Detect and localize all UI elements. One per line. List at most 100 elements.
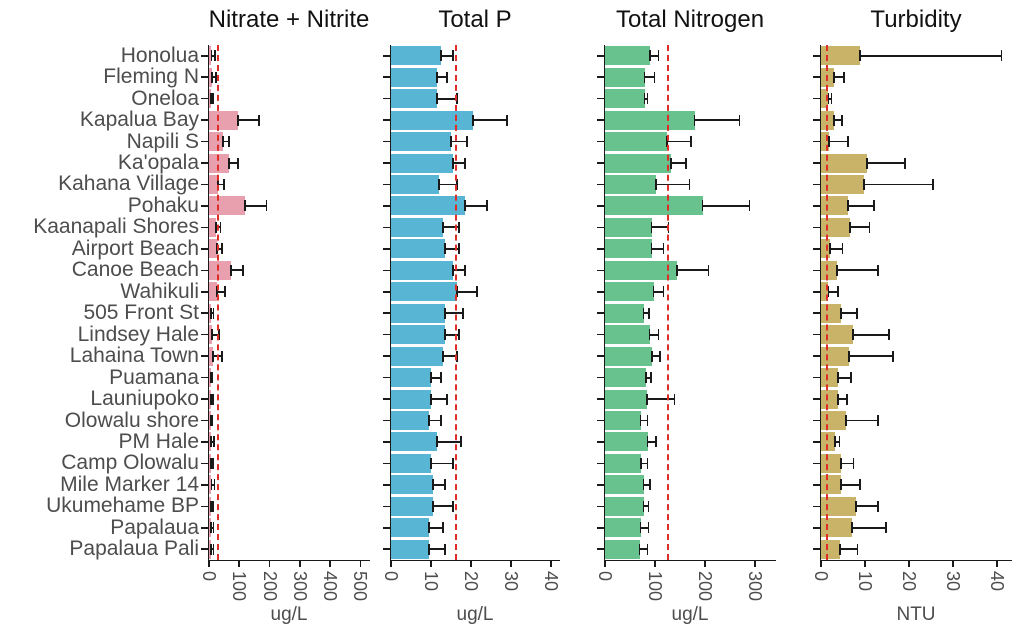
- error-bar-line: [860, 54, 1002, 57]
- y-axis-tick: [383, 505, 390, 508]
- error-bar-cap-upper: [460, 436, 462, 448]
- x-tick-label: 0: [595, 571, 615, 582]
- error-bar-line: [867, 162, 905, 164]
- bar: [605, 132, 667, 152]
- x-axis-tick: [208, 560, 210, 567]
- error-bar-cap-upper: [690, 136, 692, 148]
- error-bar-cap-upper: [466, 136, 468, 148]
- error-bar-cap-upper: [223, 178, 226, 190]
- y-axis-tick: [201, 183, 208, 186]
- y-axis-tick: [597, 226, 604, 229]
- x-axis-tick: [654, 560, 656, 567]
- error-bar-cap-upper: [452, 500, 454, 512]
- site-label: Puamana: [109, 365, 199, 389]
- error-bar-line: [231, 269, 243, 272]
- y-axis-tick: [383, 269, 390, 272]
- error-bar-line: [437, 441, 461, 443]
- bar: [209, 539, 212, 559]
- error-bar-cap-lower: [214, 221, 217, 233]
- y-axis-tick: [383, 376, 390, 379]
- error-bar-cap-lower: [638, 543, 641, 555]
- site-label: Launiupoko: [90, 387, 199, 411]
- bar: [209, 282, 218, 302]
- site-label: Wahikuli: [120, 279, 199, 303]
- y-axis-tick: [813, 226, 820, 229]
- bar: [391, 110, 473, 130]
- error-bar-line: [644, 76, 655, 79]
- error-bar-cap-upper: [211, 93, 214, 105]
- error-bar-line: [671, 162, 686, 164]
- error-bar-line: [656, 183, 690, 186]
- bar: [605, 368, 646, 388]
- site-label: Canoe Beach: [71, 258, 199, 282]
- y-axis-tick: [201, 548, 208, 551]
- x-axis-tick: [952, 560, 954, 567]
- bar: [209, 153, 229, 173]
- error-bar-line: [437, 97, 457, 100]
- y-axis-tick: [383, 462, 390, 465]
- bar: [209, 174, 219, 194]
- error-bar-cap-lower: [211, 71, 213, 83]
- x-tick-label: 10: [855, 571, 876, 592]
- error-bar-line: [840, 312, 857, 315]
- error-bar-cap-upper: [646, 93, 649, 105]
- error-bar-cap-lower: [430, 393, 432, 405]
- y-axis-tick: [813, 355, 820, 357]
- x-axis-tick: [604, 560, 606, 567]
- plot-area-total-nitrogen: 0 100 200 300: [595, 45, 776, 601]
- error-bar-line: [677, 269, 709, 272]
- x-tick-label: 200: [259, 571, 280, 602]
- threshold-reference-line: [667, 45, 669, 560]
- error-bar-cap-lower: [649, 50, 651, 62]
- bar: [821, 389, 839, 409]
- error-bar-line: [850, 226, 870, 229]
- x-axis-tick: [996, 560, 998, 567]
- y-axis-tick: [383, 140, 390, 143]
- error-bar-cap-lower: [211, 350, 214, 362]
- error-bar-cap-lower: [227, 157, 230, 169]
- bar: [391, 518, 429, 538]
- x-tick-label: 300: [289, 571, 310, 602]
- y-axis-tick: [813, 398, 820, 400]
- error-bar-line: [643, 505, 649, 508]
- error-bar-cap-upper: [486, 200, 488, 212]
- error-bar-cap-upper: [657, 329, 660, 341]
- panel-title: Nitrate + Nitrite: [208, 6, 370, 33]
- error-bar-cap-lower: [850, 522, 853, 534]
- x-tick-label: 300: [745, 571, 765, 602]
- bar: [391, 196, 465, 216]
- bar: [391, 46, 441, 66]
- error-bar-cap-upper: [657, 50, 660, 62]
- error-bar-cap-upper: [220, 350, 223, 362]
- error-bar-cap-upper: [442, 522, 444, 534]
- error-bar-cap-lower: [211, 329, 213, 341]
- x-axis-tick: [430, 560, 432, 567]
- error-bar-cap-lower: [827, 93, 830, 105]
- error-bar-cap-upper: [748, 200, 751, 212]
- bar: [209, 346, 213, 366]
- x-tick-label: 10: [421, 571, 441, 592]
- bar: [821, 518, 852, 538]
- x-axis-tick: [754, 560, 756, 567]
- bar: [209, 432, 212, 452]
- error-bar-cap-upper: [846, 393, 848, 405]
- site-label: Honolua: [120, 43, 199, 67]
- y-axis-tick: [383, 226, 390, 229]
- error-bar-cap-upper: [647, 500, 650, 512]
- x-tick-label: 500: [350, 571, 371, 602]
- error-bar-cap-upper: [212, 457, 214, 469]
- error-bar-line: [473, 119, 507, 121]
- bar: [605, 239, 652, 259]
- error-bar-cap-upper: [655, 436, 657, 448]
- error-bar-cap-upper: [452, 457, 454, 469]
- y-axis-tick: [597, 162, 604, 164]
- plot-area-turbidity: 0 10 20 30 40: [811, 45, 1012, 591]
- panel-total-nitrogen: Total Nitrogen 0 100 200 300 ug/L: [595, 0, 776, 640]
- bar: [391, 174, 439, 194]
- error-bar-line: [210, 398, 214, 400]
- error-bar-line: [836, 269, 879, 272]
- error-bar-cap-upper: [648, 307, 650, 319]
- bar: [209, 67, 213, 87]
- bar: [605, 303, 644, 323]
- bar: [821, 132, 830, 152]
